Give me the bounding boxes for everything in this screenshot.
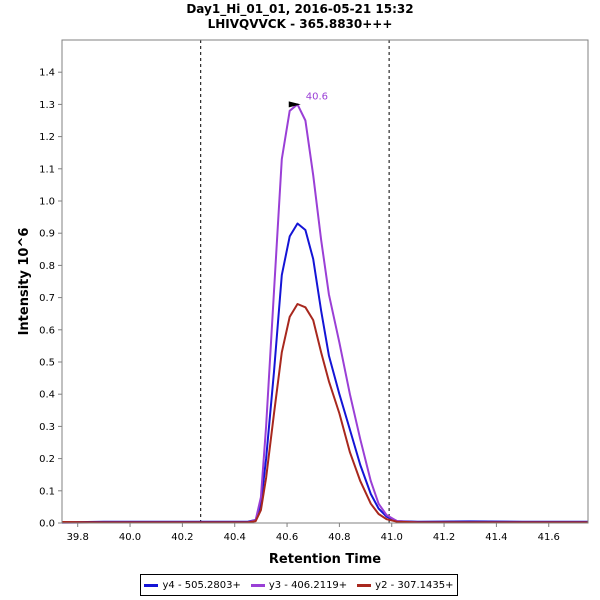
- chart-title: Day1_Hi_01_01, 2016-05-21 15:32: [186, 2, 414, 16]
- legend: y4 - 505.2803+ y3 - 406.2119+ y2 - 307.143…: [140, 574, 458, 596]
- x-tick-label: 39.8: [67, 532, 89, 543]
- y-tick-label: 0.9: [39, 229, 55, 240]
- legend-item: y4 - 505.2803+: [144, 579, 241, 591]
- series-layer: [61, 103, 588, 524]
- legend-swatch: [357, 583, 372, 587]
- y-tick-label: 0.0: [39, 519, 55, 530]
- grid-layer: [200, 40, 390, 523]
- x-tick-label: 40.6: [276, 532, 298, 543]
- x-tick-label: 41.6: [538, 532, 560, 543]
- legend-swatch: [250, 583, 265, 587]
- peak-marker-arrow-icon: [288, 101, 301, 108]
- chart-subtitle: LHIVQVVCK - 365.8830+++: [207, 17, 393, 31]
- x-tick-label: 41.4: [485, 532, 507, 543]
- legend-label: y2 - 307.1435+: [375, 579, 454, 591]
- legend-label: y4 - 505.2803+: [162, 579, 241, 591]
- x-tick-label: 40.2: [171, 532, 193, 543]
- x-axis-label: Retention Time: [269, 552, 381, 567]
- y-tick-label: 1.4: [39, 68, 55, 79]
- y-tick-label: 0.2: [39, 454, 55, 465]
- y-tick-label: 1.3: [39, 100, 55, 111]
- legend-swatch: [144, 583, 159, 587]
- x-tick-label: 41.2: [433, 532, 455, 543]
- y-tick-label: 0.7: [39, 293, 55, 304]
- axes-layer: 39.8 40.0 40.2 40.4 40.6 40.8 41.0 41.2 41.4 41.6…: [39, 68, 560, 543]
- y-tick-label: 0.1: [39, 486, 55, 497]
- legend-item: y3 - 406.2119+: [250, 579, 348, 591]
- y-tick-label: 0.4: [39, 390, 55, 401]
- x-tick-label: 40.8: [328, 532, 350, 543]
- y-tick-label: 0.3: [39, 422, 55, 433]
- series-line: [61, 303, 588, 524]
- y-axis-label: Intensity 10^6: [17, 228, 32, 336]
- legend-label: y3 - 406.2119+: [268, 579, 348, 591]
- y-tick-label: 1.0: [39, 197, 55, 208]
- y-tick-label: 0.6: [39, 325, 55, 336]
- annotation-layer: 40.6: [288, 91, 328, 108]
- series-line: [61, 103, 588, 524]
- y-tick-label: 0.5: [39, 358, 55, 369]
- y-tick-label: 0.8: [39, 261, 55, 272]
- legend-item: y2 - 307.1435+: [357, 579, 454, 591]
- x-tick-label: 41.0: [381, 532, 403, 543]
- x-tick-label: 40.4: [224, 532, 246, 543]
- y-tick-label: 1.1: [39, 164, 55, 175]
- x-tick-label: 40.0: [119, 532, 141, 543]
- plot-frame: [61, 39, 589, 524]
- peak-annotation-label: 40.6: [306, 91, 328, 102]
- y-tick-label: 1.2: [39, 132, 55, 143]
